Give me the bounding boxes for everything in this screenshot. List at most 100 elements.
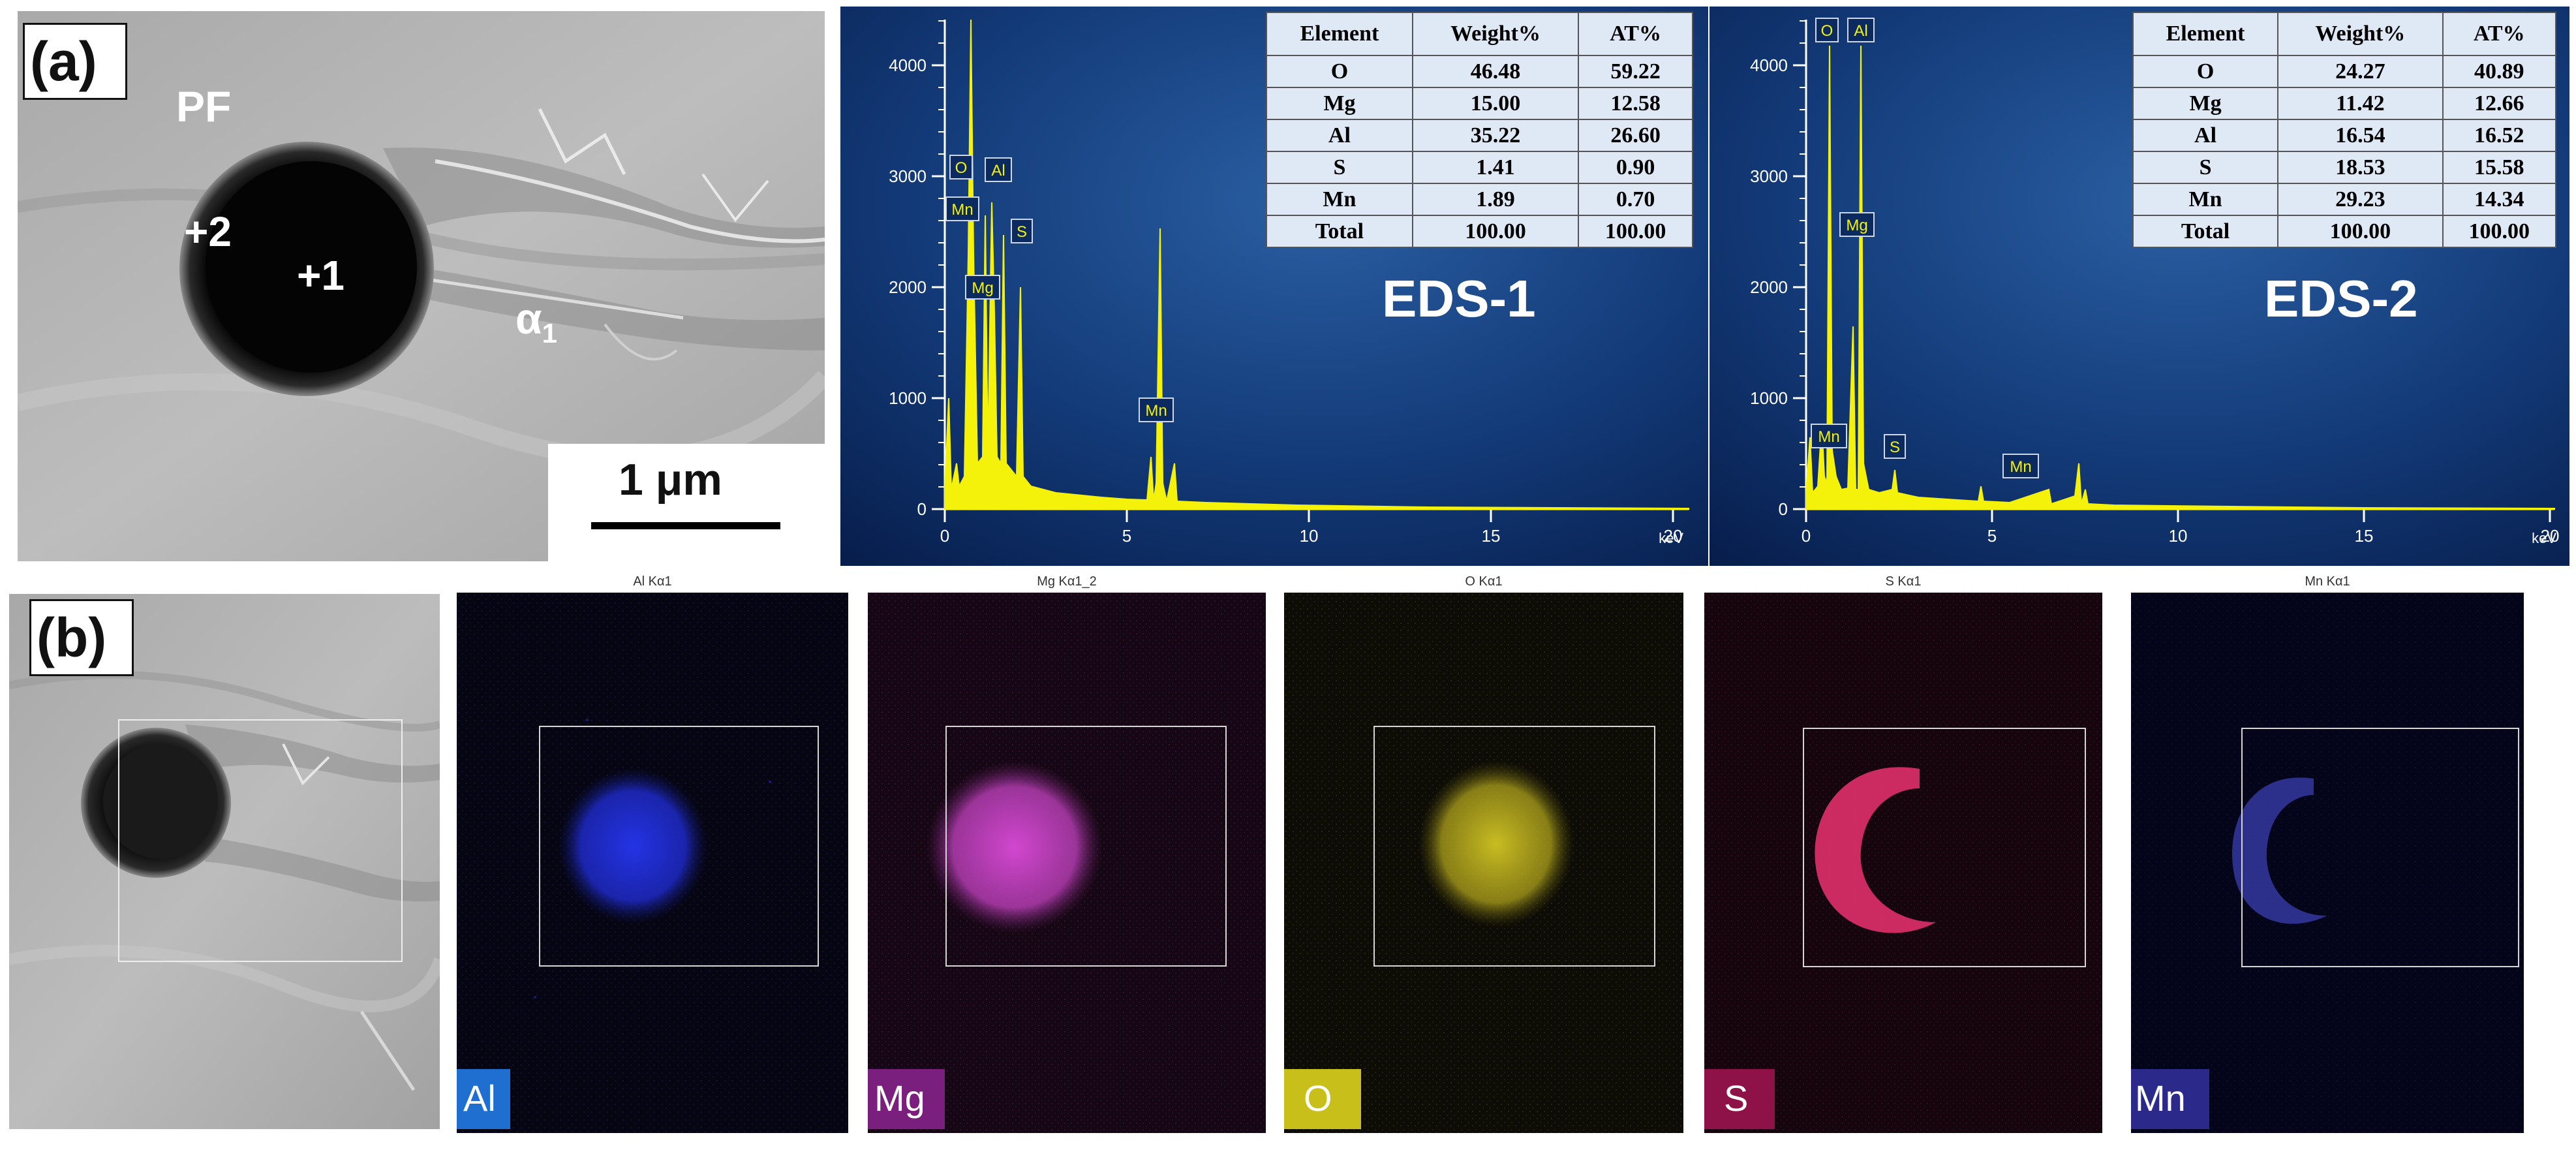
map-tag-s-text: S (1724, 1078, 1749, 1119)
eds2-peak-labels: O Al Mg Mn S Mn (1811, 18, 2039, 478)
eds-spectrum-2: 0 1000 2000 3000 4000 0 5 10 15 20 keV O… (1710, 7, 2569, 566)
sem-image-b (9, 594, 440, 1129)
panel-label-b: (b) (29, 599, 134, 676)
table-row: Mn 29.23 14.34 (2132, 183, 2557, 216)
table-row: O 46.48 59.22 (1266, 55, 1693, 88)
table-row: Mg 11.42 12.66 (2132, 87, 2557, 120)
cell-at: 0.90 (1578, 151, 1693, 184)
header-element: Element (2132, 12, 2279, 56)
eds1-y-tick-labels: 0 1000 2000 3000 4000 (889, 55, 927, 519)
eds2-x-tick-labels: 0 5 10 15 20 (1802, 526, 2560, 546)
table-row: Mn 1.89 0.70 (1266, 183, 1693, 216)
cell-weight: 16.54 (2277, 119, 2444, 152)
cell-weight: 35.22 (1411, 119, 1580, 152)
eds2-xtick-10: 10 (2169, 526, 2188, 546)
cell-element: Mn (1266, 183, 1413, 216)
eds1-peak-S: S (1017, 223, 1027, 241)
header-at: AT% (1578, 12, 1693, 56)
cell-at: 15.58 (2442, 151, 2557, 184)
table-row: Mg 15.00 12.58 (1266, 87, 1693, 120)
table-header-row: Element Weight% AT% (1266, 12, 1693, 56)
eds1-peak-Mg: Mg (972, 279, 993, 297)
cell-at: 14.34 (2442, 183, 2557, 216)
cell-weight: 100.00 (1411, 215, 1580, 248)
table-row: Total 100.00 100.00 (1266, 215, 1693, 248)
eds2-composition-table: Element Weight% AT% O 24.27 40.89 Mg 11.… (2132, 12, 2557, 248)
eds2-xtick-0: 0 (1802, 526, 1811, 546)
element-map-mg: Mg (868, 593, 1266, 1133)
map-title-s: S Kα1 (1885, 574, 1922, 589)
cell-at: 26.60 (1578, 119, 1693, 152)
cell-weight: 46.48 (1411, 55, 1580, 88)
eds1-peak-O: O (955, 159, 968, 177)
map-tag-al: Al (457, 1069, 510, 1129)
element-map-o: O (1284, 593, 1683, 1133)
cell-weight: 1.41 (1411, 151, 1580, 184)
eds-spectrum-1: 0 1000 2000 3000 4000 0 5 10 15 20 keV O… (840, 7, 1708, 566)
map-tag-mg: Mg (868, 1069, 945, 1129)
header-weight: Weight% (2277, 12, 2444, 56)
cell-element: S (1266, 151, 1413, 184)
eds1-xtick-20: 20 (1664, 526, 1683, 546)
eds1-x-unit: keV (1659, 530, 1683, 546)
eds2-title: EDS-2 (2264, 270, 2418, 328)
phase-label-pf: PF (176, 82, 232, 131)
cell-weight: 18.53 (2277, 151, 2444, 184)
map-title-o: O Kα1 (1465, 574, 1503, 589)
eds2-ytick-2000: 2000 (1750, 277, 1788, 297)
panel-label-b-text: (b) (37, 607, 107, 668)
o-signal-blob (1418, 760, 1574, 927)
eds2-peak-Al: Al (1854, 22, 1867, 40)
eds1-title: EDS-1 (1382, 270, 1536, 328)
table-row: Al 35.22 26.60 (1266, 119, 1693, 152)
cell-at: 12.58 (1578, 87, 1693, 120)
cell-element: Mg (1266, 87, 1413, 120)
eds1-ytick-0: 0 (917, 499, 927, 519)
eds2-peak-Mn-low: Mn (1818, 428, 1839, 446)
eds2-xtick-5: 5 (1987, 526, 1997, 546)
map-tag-o: O (1284, 1069, 1361, 1129)
map-tag-mn: Mn (2131, 1069, 2209, 1129)
cell-element: Mg (2132, 87, 2279, 120)
eds1-ytick-3000: 3000 (889, 166, 927, 186)
cell-weight: 29.23 (2277, 183, 2444, 216)
eds2-peak-Mn-high: Mn (2010, 458, 2031, 476)
eds2-x-unit: keV (2532, 530, 2556, 546)
map-tag-al-text: Al (463, 1078, 496, 1119)
cell-at: 16.52 (2442, 119, 2557, 152)
point-label-1: +1 (297, 252, 345, 299)
header-element: Element (1266, 12, 1413, 56)
map-tag-s: S (1704, 1069, 1775, 1129)
panel-label-a: (a) (23, 23, 127, 100)
sem-image-a (18, 11, 825, 561)
cell-weight: 15.00 (1411, 87, 1580, 120)
cell-weight: 24.27 (2277, 55, 2444, 88)
eds1-ytick-1000: 1000 (889, 388, 927, 408)
s-signal-crescent (1815, 767, 1936, 933)
table-row: Total 100.00 100.00 (2132, 215, 2557, 248)
cell-element: Al (2132, 119, 2279, 152)
cell-at: 12.66 (2442, 87, 2557, 120)
eds2-peak-O: O (1821, 22, 1833, 40)
point-label-2: +2 (184, 208, 232, 255)
cell-element: Mn (2132, 183, 2279, 216)
eds1-peak-Al: Al (991, 162, 1005, 179)
cell-element: O (1266, 55, 1413, 88)
phase-label-alpha: α1 (515, 294, 557, 349)
map-tag-o-text: O (1304, 1078, 1332, 1119)
scale-bar-line (591, 522, 780, 529)
cell-weight: 100.00 (2277, 215, 2444, 248)
element-map-al: Al (457, 593, 848, 1133)
eds1-ytick-2000: 2000 (889, 277, 927, 297)
element-map-mn: Mn (2131, 593, 2524, 1133)
scale-bar-label: 1 μm (619, 455, 722, 505)
map-title-al: Al Kα1 (633, 574, 672, 589)
cell-weight: 1.89 (1411, 183, 1580, 216)
cell-at: 59.22 (1578, 55, 1693, 88)
scale-bar-box: 1 μm (548, 444, 825, 561)
eds2-xtick-15: 15 (2355, 526, 2374, 546)
panel-label-a-text: (a) (30, 31, 97, 92)
table-row: O 24.27 40.89 (2132, 55, 2557, 88)
eds1-x-tick-labels: 0 5 10 15 20 (940, 526, 1683, 546)
element-map-s: S (1704, 593, 2102, 1133)
